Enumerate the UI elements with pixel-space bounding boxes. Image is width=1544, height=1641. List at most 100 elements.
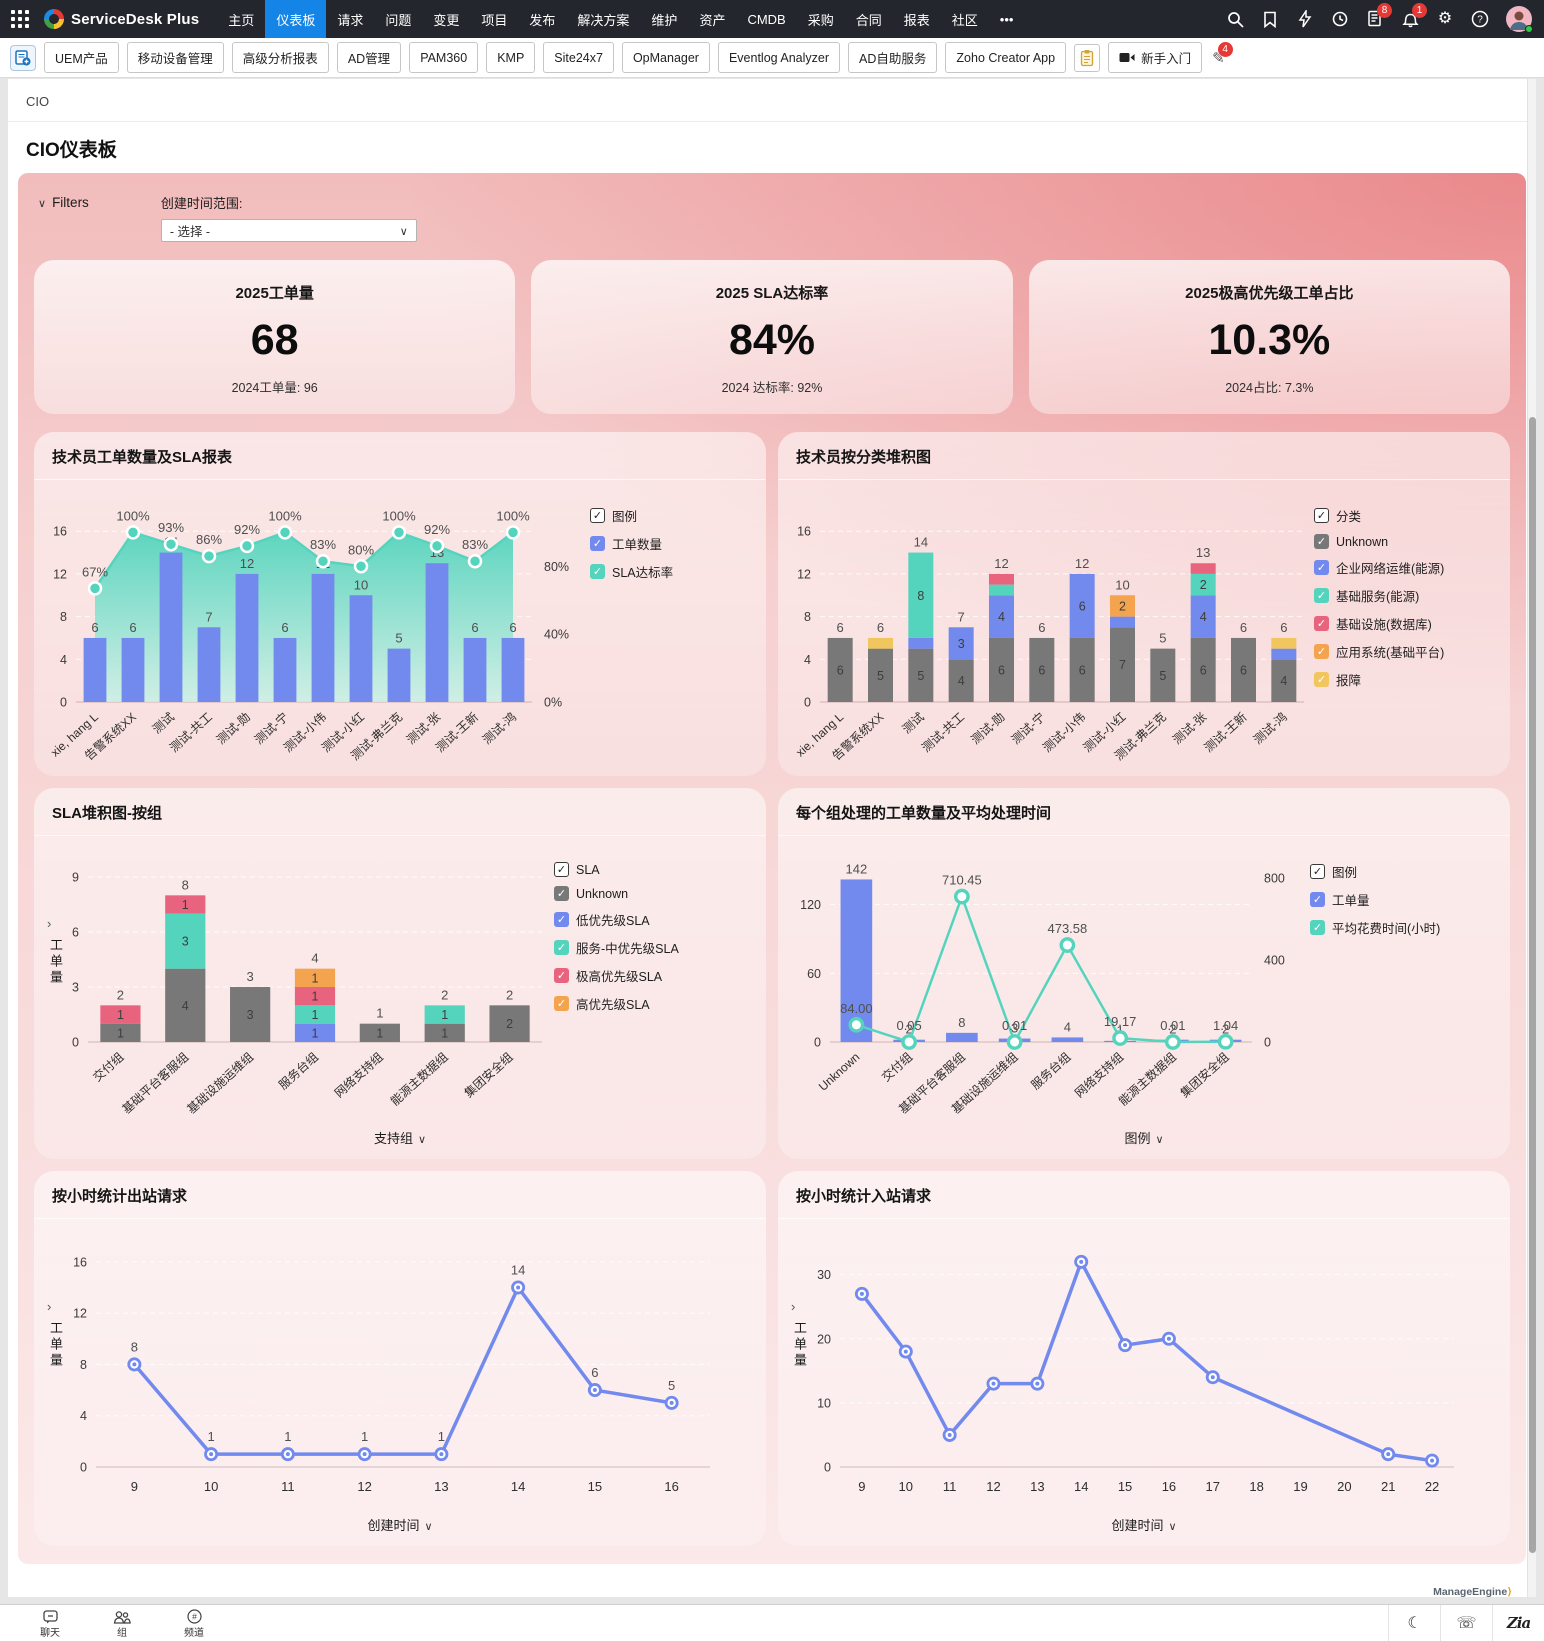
brand[interactable]: ServiceDesk Plus	[44, 9, 199, 29]
legend-checkbox[interactable]	[554, 886, 569, 901]
legend-item[interactable]: 极高优先级SLA	[554, 966, 732, 985]
legend-checkbox[interactable]	[1310, 864, 1325, 879]
search-icon[interactable]	[1226, 10, 1244, 28]
bookmark-add-icon[interactable]	[1261, 10, 1279, 28]
app-tab[interactable]: 移动设备管理	[126, 42, 224, 73]
legend-header[interactable]: 图例	[1310, 862, 1478, 881]
nav-item[interactable]: CMDB	[747, 11, 786, 27]
nav-item[interactable]: 资产	[699, 12, 726, 28]
dark-mode-moon-icon[interactable]: ☾	[1388, 1605, 1440, 1641]
legend-item[interactable]: SLA达标率	[590, 562, 730, 581]
nav-item[interactable]: 项目	[481, 12, 508, 28]
nav-item[interactable]: 主页	[228, 12, 255, 28]
legend-checkbox[interactable]	[1310, 892, 1325, 907]
app-tab[interactable]: AD自助服务	[848, 42, 938, 73]
scrollbar-thumb[interactable]	[1529, 417, 1536, 1553]
legend-checkbox[interactable]	[1314, 616, 1329, 631]
vertical-scrollbar[interactable]	[1527, 79, 1536, 1597]
approvals-icon[interactable]: 8	[1366, 3, 1392, 28]
chat-button[interactable]: 聊天	[14, 1608, 86, 1639]
svg-text:7: 7	[1119, 658, 1126, 672]
legend-checkbox[interactable]	[554, 968, 569, 983]
legend-item[interactable]: 应用系统(基础平台)	[1314, 642, 1490, 661]
nav-item[interactable]: 变更	[433, 12, 460, 28]
app-tab[interactable]: Zoho Creator App	[945, 42, 1067, 73]
legend-item[interactable]: 基础服务(能源)	[1314, 586, 1490, 605]
x-axis-dropdown[interactable]: 支持组	[34, 1126, 766, 1159]
legend-item[interactable]: 工单量	[1310, 890, 1478, 909]
nav-item[interactable]: •••	[999, 11, 1014, 27]
legend-item[interactable]: 服务-中优先级SLA	[554, 938, 732, 957]
legend-checkbox[interactable]	[1314, 534, 1329, 549]
legend-item[interactable]: 报障	[1314, 670, 1490, 689]
nav-item[interactable]: 发布	[529, 12, 556, 28]
filters-toggle[interactable]: Filters	[38, 195, 89, 210]
app-tab[interactable]: 高级分析报表	[231, 42, 329, 73]
notifications-bell-icon[interactable]: 1	[1401, 3, 1427, 28]
svg-text:1: 1	[312, 971, 319, 985]
app-tab[interactable]: AD管理	[336, 42, 402, 73]
nav-item[interactable]: 采购	[807, 12, 834, 28]
legend-item[interactable]: 工单数量	[590, 534, 730, 553]
app-tab[interactable]: Eventlog Analyzer	[717, 42, 841, 73]
quick-actions-icon[interactable]	[1296, 10, 1314, 28]
legend-checkbox[interactable]	[554, 996, 569, 1011]
legend-header[interactable]: 分类	[1314, 506, 1490, 525]
x-axis-dropdown[interactable]: 图例	[778, 1126, 1510, 1159]
legend-item[interactable]: Unknown	[554, 886, 732, 901]
user-avatar[interactable]	[1506, 6, 1533, 33]
expand-icon[interactable]	[791, 1299, 795, 1314]
legend-checkbox[interactable]	[590, 508, 605, 523]
legend-checkbox[interactable]	[554, 940, 569, 955]
x-axis-dropdown[interactable]: 创建时间	[778, 1513, 1510, 1546]
settings-gear-icon[interactable]: ⚙	[1437, 10, 1453, 27]
call-phone-icon[interactable]: ☏	[1440, 1605, 1492, 1641]
nav-item[interactable]: 维护	[651, 12, 678, 28]
legend-item[interactable]: 平均花费时间(小时)	[1310, 918, 1478, 937]
legend-header[interactable]: 图例	[590, 506, 730, 525]
nav-item[interactable]: 合同	[855, 12, 882, 28]
nav-item[interactable]: 仪表板	[265, 0, 327, 38]
time-range-select[interactable]: - 选择 -	[160, 219, 417, 242]
groups-button[interactable]: 组	[86, 1608, 158, 1639]
legend-item[interactable]: 高优先级SLA	[554, 994, 732, 1013]
legend-item[interactable]: Unknown	[1314, 534, 1490, 549]
legend-checkbox[interactable]	[590, 536, 605, 551]
legend-checkbox[interactable]	[554, 862, 569, 877]
nav-item[interactable]: 报表	[903, 12, 930, 28]
legend-item[interactable]: 企业网络运维(能源)	[1314, 558, 1490, 577]
legend-checkbox[interactable]	[1314, 644, 1329, 659]
breadcrumb[interactable]: CIO	[8, 79, 1536, 122]
legend-checkbox[interactable]	[590, 564, 605, 579]
pencil-pin-icon[interactable]: ✎ 4	[1212, 41, 1233, 67]
clipboard-icon[interactable]	[1074, 43, 1101, 72]
zia-logo[interactable]: Zia	[1492, 1605, 1544, 1641]
app-tab[interactable]: KMP	[486, 42, 536, 73]
app-tab[interactable]: PAM360	[409, 42, 479, 73]
legend-checkbox[interactable]	[1314, 508, 1329, 523]
expand-icon[interactable]	[47, 916, 51, 931]
nav-item[interactable]: 问题	[385, 12, 412, 28]
expand-icon[interactable]	[47, 1299, 51, 1314]
legend-checkbox[interactable]	[1314, 672, 1329, 687]
legend-checkbox[interactable]	[1314, 588, 1329, 603]
app-tab[interactable]: Site24x7	[543, 42, 614, 73]
app-tab[interactable]: UEM产品	[44, 42, 119, 73]
app-launcher-icon[interactable]	[10, 9, 30, 29]
legend-item[interactable]: 基础设施(数据库)	[1314, 614, 1490, 633]
x-axis-dropdown[interactable]: 创建时间	[34, 1513, 766, 1546]
history-icon[interactable]	[1331, 10, 1349, 28]
channels-button[interactable]: # 频道	[158, 1607, 230, 1639]
app-tab[interactable]: OpManager	[621, 42, 710, 73]
legend-header[interactable]: SLA	[554, 862, 732, 877]
help-icon[interactable]: ?	[1471, 10, 1489, 28]
legend-checkbox[interactable]	[1314, 560, 1329, 575]
nav-item[interactable]: 社区	[951, 12, 978, 28]
legend-checkbox[interactable]	[1310, 920, 1325, 935]
onboarding-button[interactable]: 新手入门	[1108, 42, 1203, 73]
nav-item[interactable]: 请求	[337, 12, 364, 28]
legend-checkbox[interactable]	[554, 912, 569, 927]
legend-item[interactable]: 低优先级SLA	[554, 910, 732, 929]
nav-item[interactable]: 解决方案	[577, 12, 630, 28]
add-panel-icon[interactable]	[10, 44, 36, 71]
